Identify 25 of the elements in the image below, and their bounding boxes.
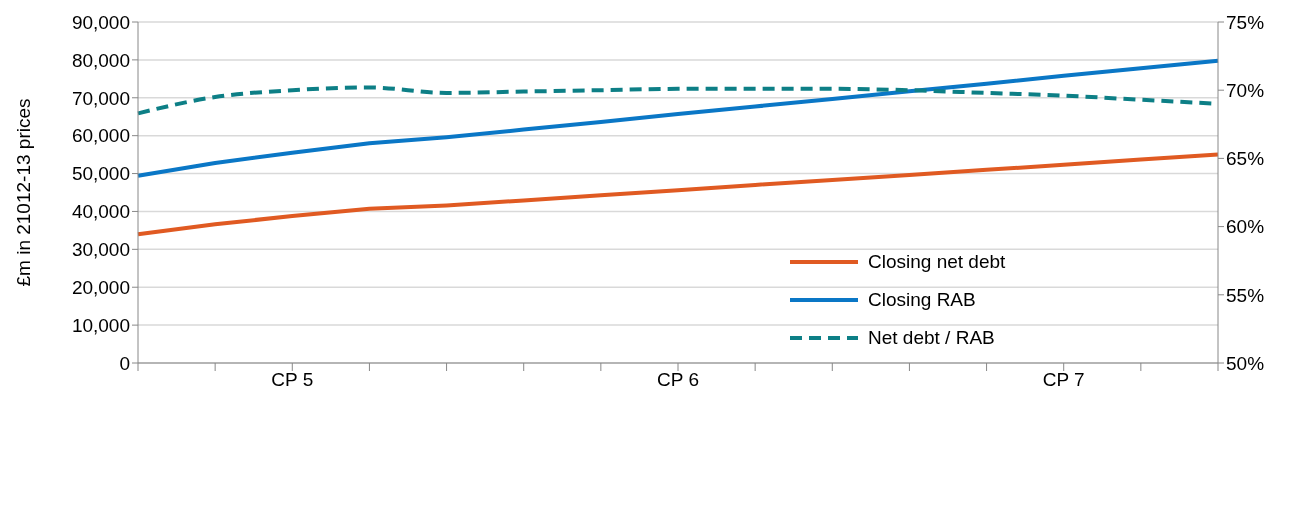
line-series bbox=[136, 58, 1220, 178]
legend-label: Closing RAB bbox=[868, 289, 976, 311]
y-axis-title: £m in 21012-13 prices bbox=[12, 98, 34, 287]
y2-tick-label: 60% bbox=[1226, 216, 1265, 238]
y-tick-label: 10,000 bbox=[71, 314, 130, 336]
y-tick-label: 0 bbox=[119, 352, 130, 374]
y2-tick-label: 65% bbox=[1226, 148, 1265, 170]
x-tick-label: CP 6 bbox=[657, 369, 699, 391]
y-tick-label: 50,000 bbox=[71, 163, 130, 185]
y2-tick-label: 70% bbox=[1226, 79, 1265, 101]
y-tick-label: 20,000 bbox=[71, 276, 130, 298]
y-tick-label: 60,000 bbox=[71, 125, 130, 147]
y-tick-label: 80,000 bbox=[71, 49, 130, 71]
x-tick-label: CP 5 bbox=[271, 369, 314, 391]
legend-label: Closing net debt bbox=[868, 251, 1006, 273]
x-tick-label: CP 7 bbox=[1042, 369, 1085, 391]
y-tick-label: 40,000 bbox=[71, 201, 130, 223]
legend-label: Net debt / RAB bbox=[868, 327, 995, 349]
y-tick-label: 90,000 bbox=[71, 11, 130, 33]
line-series bbox=[136, 152, 1220, 237]
y2-tick-label: 75% bbox=[1226, 11, 1265, 33]
y-tick-label: 70,000 bbox=[71, 87, 130, 109]
y-tick-label: 30,000 bbox=[71, 239, 130, 261]
y2-tick-label: 55% bbox=[1226, 284, 1265, 306]
y2-tick-label: 50% bbox=[1226, 352, 1265, 374]
